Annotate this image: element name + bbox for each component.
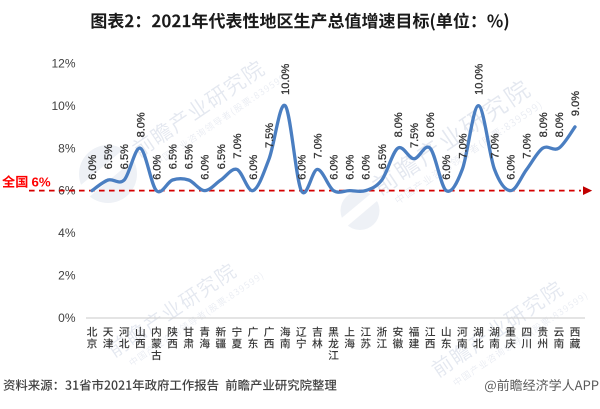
svg-text:7.0%: 7.0% [457,133,469,158]
svg-text:6.5%: 6.5% [184,144,196,169]
svg-text:7.0%: 7.0% [312,133,324,158]
svg-text:6.0%: 6.0% [506,155,518,180]
svg-text:6.0%: 6.0% [87,155,99,180]
svg-text:6.0%: 6.0% [151,155,163,180]
svg-text:8.0%: 8.0% [393,112,405,137]
svg-text:6.0%: 6.0% [200,155,212,180]
svg-text:6.5%: 6.5% [168,144,180,169]
svg-text:6.0%: 6.0% [296,155,308,180]
svg-text:6.5%: 6.5% [119,144,131,169]
svg-text:7.0%: 7.0% [490,133,502,158]
svg-text:8.0%: 8.0% [554,112,566,137]
svg-text:6.5%: 6.5% [216,144,228,169]
svg-text:6%: 6% [32,175,51,190]
svg-text:8.0%: 8.0% [538,112,550,137]
svg-text:8.0%: 8.0% [135,112,147,137]
svg-text:7.0%: 7.0% [232,133,244,158]
svg-text:10.0%: 10.0% [473,63,485,94]
svg-text:4%: 4% [58,226,76,240]
svg-text:0%: 0% [58,311,76,325]
svg-text:6%: 6% [58,184,76,198]
svg-text:2%: 2% [58,269,76,283]
svg-text:10%: 10% [51,99,75,113]
svg-text:7.0%: 7.0% [522,133,534,158]
svg-text:6.0%: 6.0% [329,155,341,180]
svg-text:6.0%: 6.0% [345,155,357,180]
svg-text:6.5%: 6.5% [377,144,389,169]
svg-text:8%: 8% [58,141,76,155]
svg-text:12%: 12% [51,56,75,70]
svg-text:6.0%: 6.0% [361,155,373,180]
svg-text:7.5%: 7.5% [409,123,421,148]
svg-text:8.0%: 8.0% [425,112,437,137]
svg-text:6.0%: 6.0% [441,155,453,180]
svg-text:7.5%: 7.5% [264,123,276,148]
svg-text:6.0%: 6.0% [248,155,260,180]
svg-text:10.0%: 10.0% [280,63,292,94]
svg-text:9.0%: 9.0% [570,91,582,116]
svg-text:6.5%: 6.5% [103,144,115,169]
